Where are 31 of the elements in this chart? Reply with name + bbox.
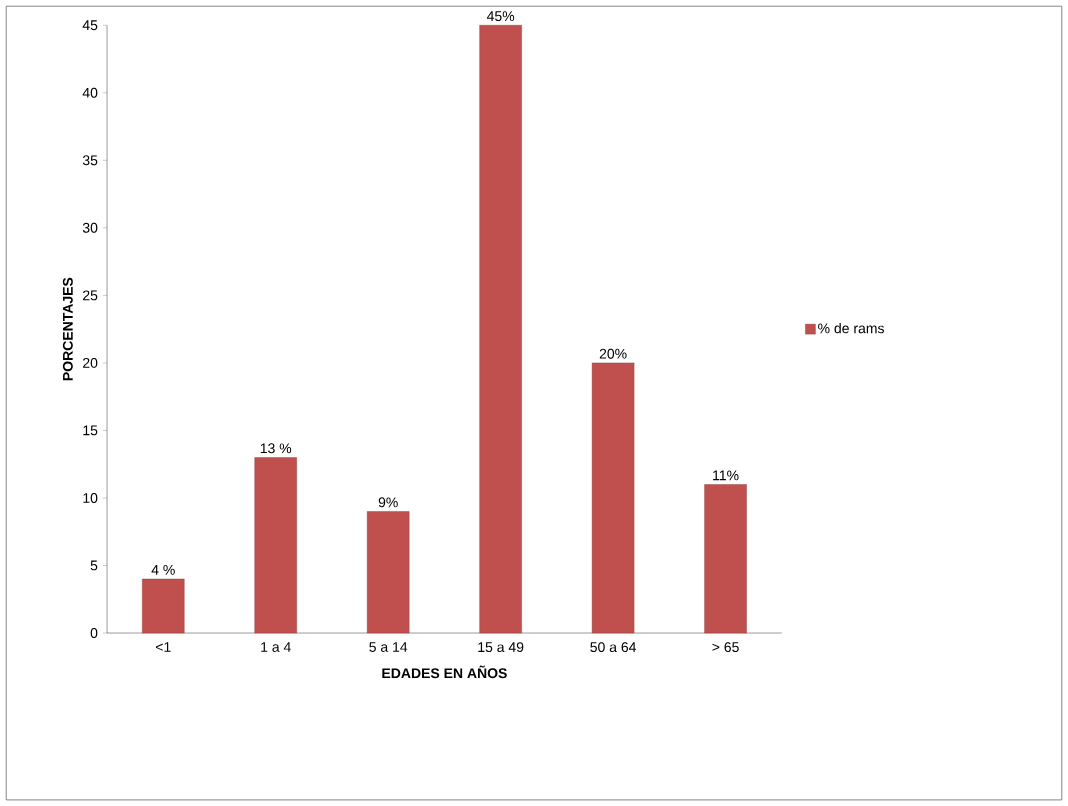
x-tick-label: 5 a 14 — [369, 642, 408, 652]
x-axis-title: EDADES EN AÑOS — [382, 665, 507, 679]
y-tick-label: 10 — [83, 492, 98, 503]
data-label: 4 % — [151, 564, 175, 575]
data-label: 11% — [713, 470, 739, 481]
data-label: 13 % — [260, 443, 292, 454]
y-tick-label: 0 — [90, 628, 98, 638]
bar — [591, 362, 635, 634]
y-tick-label: 25 — [83, 290, 98, 301]
data-label: 9% — [378, 497, 398, 508]
y-tick-label: 15 — [83, 425, 98, 436]
y-tick-label: 30 — [82, 222, 98, 233]
x-tick-label: <1 — [155, 642, 171, 652]
legend-label: % de rams — [818, 322, 884, 334]
x-tick-label: 15 a 49 — [478, 642, 524, 653]
x-tick-label: 1 a 4 — [261, 642, 291, 652]
bar — [366, 511, 410, 634]
y-tick-label: 35 — [82, 155, 98, 166]
bar — [142, 578, 185, 634]
y-tick-label: 20 — [83, 357, 98, 368]
bar — [479, 25, 522, 634]
x-tick-label: 50 a 64 — [590, 642, 637, 653]
y-axis-title: PORCENTAJES — [62, 277, 73, 381]
data-label: 45% — [486, 11, 515, 21]
bar — [704, 484, 747, 634]
y-tick-label: 45 — [82, 20, 98, 31]
bar — [254, 457, 297, 634]
data-label: 20% — [599, 348, 627, 359]
y-tick-label: 40 — [82, 87, 98, 98]
y-tick-label: 5 — [90, 560, 98, 571]
x-tick-label: > 65 — [712, 642, 739, 653]
